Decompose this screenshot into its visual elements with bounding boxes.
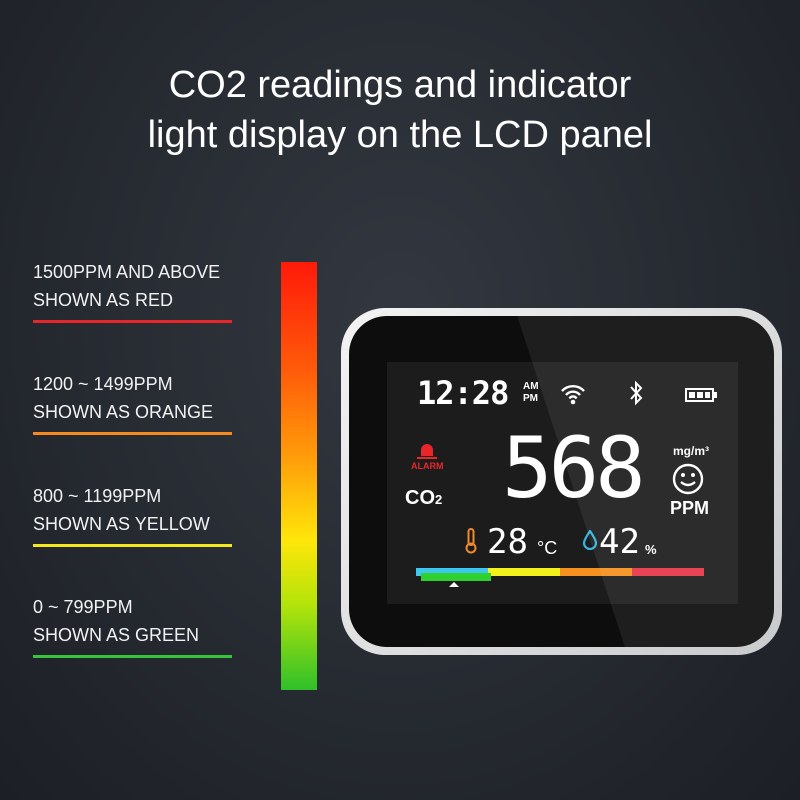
- co2-text: CO: [405, 487, 435, 509]
- clock: 12:28: [417, 374, 509, 412]
- legend-desc: SHOWN AS ORANGE: [33, 402, 214, 422]
- co2-label: CO2: [405, 486, 442, 512]
- legend-line: [33, 320, 232, 323]
- headline-line-1: CO2 readings and indicator: [168, 64, 632, 106]
- legend-red: 1500PPM AND ABOVE SHOWN AS RED: [33, 258, 233, 323]
- humidity-value: 42: [599, 522, 640, 562]
- legend-range: 0 ~ 799PPM: [33, 597, 133, 617]
- legend-green: 0 ~ 799PPM SHOWN AS GREEN: [33, 593, 233, 658]
- legend-line: [33, 544, 232, 547]
- co2-subscript: 2: [435, 492, 443, 507]
- am-pm: AM PM: [523, 381, 539, 405]
- level-indicator-green: [421, 573, 491, 581]
- co2-reading: 568: [502, 419, 646, 517]
- legend-desc: SHOWN AS GREEN: [33, 625, 200, 645]
- level-bar-yellow: [488, 568, 560, 576]
- lcd-screen: 12:28 AM PM ALARM CO2 568 mg/m³ PPM 28 °C…: [387, 362, 738, 604]
- headline-line-2: light display on the LCD panel: [147, 114, 653, 156]
- droplet-icon: [583, 530, 597, 550]
- color-gradient-bar: [281, 262, 317, 690]
- wifi-icon: [561, 385, 585, 405]
- legend-line: [33, 655, 232, 658]
- humidity-unit: %: [645, 542, 657, 557]
- legend-range: 1200 ~ 1499PPM: [33, 374, 173, 394]
- co2-monitor-device: 12:28 AM PM ALARM CO2 568 mg/m³ PPM 28 °C…: [341, 308, 782, 655]
- unit-ppm: PPM: [670, 498, 710, 518]
- am-label: AM: [523, 381, 539, 392]
- smiley-icon: [672, 463, 704, 495]
- legend-range: 800 ~ 1199PPM: [33, 486, 162, 506]
- legend-line: [33, 432, 232, 435]
- battery-icon: [685, 388, 717, 402]
- level-bar-orange: [560, 568, 632, 576]
- level-pointer-icon: [449, 582, 459, 587]
- alarm-bell-icon: [417, 444, 437, 459]
- legend-desc: SHOWN AS RED: [33, 290, 174, 310]
- alarm-label: ALARM: [411, 461, 444, 471]
- level-bar-blue: [416, 568, 488, 576]
- level-bar-red: [632, 568, 704, 576]
- legend-orange: 1200 ~ 1499PPM SHOWN AS ORANGE: [33, 370, 233, 435]
- legend-yellow: 800 ~ 1199PPM SHOWN AS YELLOW: [33, 482, 233, 547]
- temperature-unit: °C: [537, 538, 558, 558]
- bluetooth-icon: [630, 380, 643, 406]
- legend-range: 1500PPM AND ABOVE: [33, 262, 221, 282]
- legend-desc: SHOWN AS YELLOW: [33, 514, 210, 534]
- temperature-value: 28: [487, 522, 528, 562]
- pm-label: PM: [523, 393, 538, 404]
- thermometer-icon: [465, 528, 477, 554]
- unit-mg-m3: mg/m³: [673, 444, 709, 458]
